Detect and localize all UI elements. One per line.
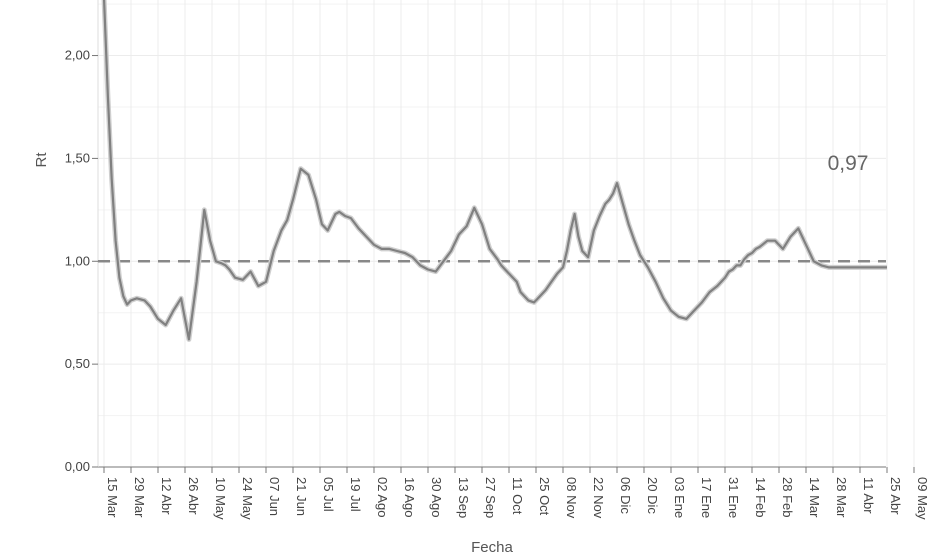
- x-ticks: 15 Mar 29 Mar 12 Abr 26 Abr 10 May 24 May 07 J…: [103, 467, 930, 520]
- series-band: [101, 0, 887, 342]
- x-tick-label: 29 Mar: [132, 477, 147, 518]
- x-tick-label: 13 Sep: [456, 477, 471, 518]
- annotation-last-value: 0,97: [828, 152, 869, 175]
- y-tick-label: 0,00: [65, 459, 90, 474]
- y-tick-label: 0,50: [65, 356, 90, 371]
- x-tick-label: 22 Nov: [591, 477, 606, 519]
- x-tick-label: 31 Ene: [726, 477, 741, 518]
- x-tick-label: 26 Abr: [186, 477, 201, 515]
- series-line: [102, 0, 887, 341]
- x-tick-label: 20 Dic: [645, 477, 660, 514]
- axes: [97, 0, 886, 468]
- x-tick-label: 10 May: [213, 477, 228, 520]
- x-tick-label: 07 Jun: [267, 477, 282, 516]
- y-ticks: 0,00 0,50 1,00 1,50 2,00: [65, 48, 98, 474]
- x-tick-label: 11 Abr: [861, 477, 876, 514]
- x-tick-label: 25 Oct: [537, 477, 552, 516]
- series-group: [101, 0, 887, 342]
- x-tick-label: 09 May: [915, 477, 930, 520]
- x-tick-label: 05 Jul: [321, 477, 336, 512]
- x-tick-label: 06 Dic: [618, 477, 633, 514]
- x-tick-label: 11 Oct: [510, 477, 525, 515]
- x-tick-label: 03 Ene: [672, 477, 687, 518]
- x-tick-label: 21 Jun: [294, 477, 309, 516]
- x-tick-label: 19 Jul: [348, 477, 363, 512]
- x-axis-title: Fecha: [471, 539, 513, 556]
- x-tick-label: 28 Mar: [834, 477, 849, 518]
- x-tick-label: 28 Feb: [780, 477, 795, 517]
- x-tick-label: 14 Feb: [753, 477, 768, 517]
- x-tick-label: 02 Ago: [375, 477, 390, 518]
- y-tick-label: 1,00: [65, 253, 90, 268]
- x-tick-label: 15 Mar: [105, 477, 120, 518]
- x-tick-label: 12 Abr: [159, 477, 174, 515]
- grid: [98, 0, 915, 468]
- y-tick-label: 2,00: [65, 48, 90, 63]
- x-tick-label: 16 Ago: [402, 477, 417, 518]
- x-tick-label: 27 Sep: [483, 477, 498, 518]
- y-tick-label: 1,50: [65, 150, 90, 165]
- y-axis-title: Rt: [33, 152, 50, 168]
- x-tick-label: 24 May: [240, 477, 255, 520]
- x-tick-label: 30 Ago: [429, 477, 444, 518]
- x-tick-label: 25 Abr: [888, 477, 903, 515]
- x-tick-label: 17 Ene: [699, 477, 714, 518]
- x-tick-label: 14 Mar: [807, 477, 822, 518]
- x-tick-label: 08 Nov: [564, 477, 579, 519]
